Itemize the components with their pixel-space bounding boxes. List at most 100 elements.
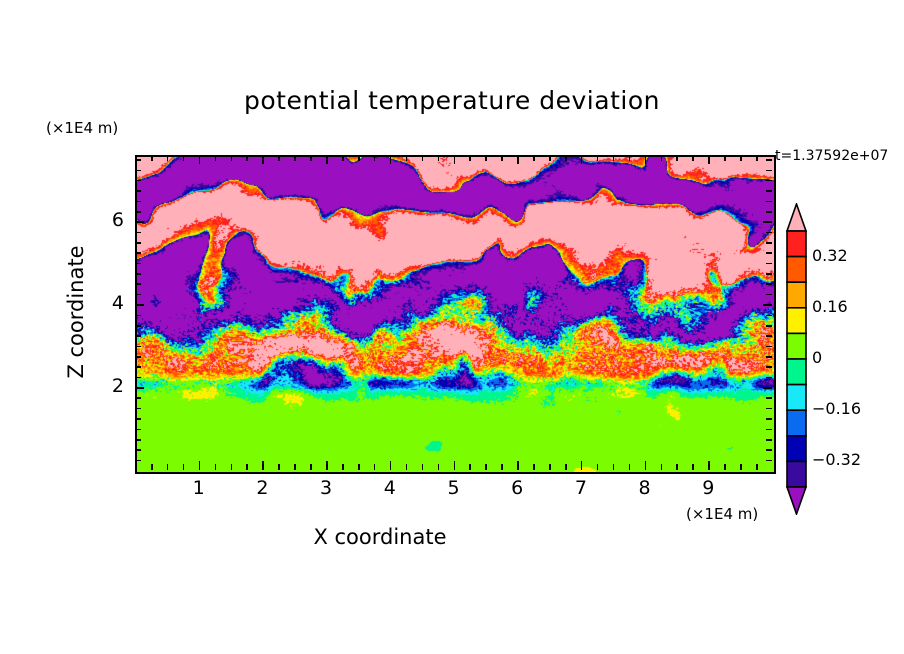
y-tick-right: [766, 428, 772, 431]
y-tick-right: [766, 159, 772, 161]
colorbar-tick-label: −0.32: [812, 450, 862, 470]
colorbar-tick-label: −0.16: [812, 399, 862, 419]
x-tick-top: [262, 155, 264, 164]
x-tick: [214, 464, 217, 470]
x-tick: [262, 461, 264, 470]
y-tick: [135, 293, 141, 296]
y-tick: [135, 387, 144, 389]
y-tick-right: [766, 345, 772, 348]
x-tick-top: [708, 155, 710, 164]
y-tick-right: [766, 242, 772, 244]
colorbar-band: [786, 358, 807, 386]
y-tick-right: [763, 304, 772, 306]
x-tick-top: [501, 155, 503, 161]
x-tick: [580, 461, 583, 470]
x-tick-top: [469, 155, 472, 161]
colorbar-tick-label: 0.32: [812, 245, 848, 265]
colorbar: [786, 203, 807, 515]
temperature-deviation-field: [137, 157, 774, 472]
y-tick-right: [766, 231, 772, 234]
y-axis-tick-label: 6: [111, 209, 124, 232]
y-tick: [135, 449, 141, 451]
colorbar-cap-top: [786, 203, 807, 232]
y-tick: [135, 335, 141, 337]
x-tick: [501, 464, 503, 470]
x-tick: [437, 464, 440, 470]
x-tick-top: [692, 155, 694, 161]
colorbar-tick-label: 0: [812, 348, 823, 367]
colorbar-band: [786, 460, 807, 488]
y-tick-right: [766, 252, 772, 254]
colorbar-band: [786, 435, 807, 463]
x-tick: [389, 461, 392, 470]
x-tick: [453, 461, 456, 470]
y-tick: [135, 231, 141, 234]
x-tick: [230, 464, 233, 470]
y-tick: [135, 179, 141, 182]
x-tick-top: [405, 155, 408, 161]
x-tick: [469, 464, 472, 470]
x-tick-top: [421, 155, 424, 161]
x-axis-tick-label: 3: [320, 477, 333, 499]
y-tick: [135, 159, 141, 161]
y-tick: [135, 459, 141, 462]
x-tick: [357, 464, 360, 470]
x-tick-top: [724, 155, 726, 161]
y-tick-right: [766, 210, 772, 213]
y-tick: [135, 345, 141, 348]
y-tick-right: [766, 407, 772, 410]
x-tick: [676, 464, 679, 470]
x-tick-top: [612, 155, 615, 161]
y-tick: [135, 356, 141, 358]
x-tick-top: [533, 155, 535, 161]
y-tick-right: [766, 190, 772, 192]
y-tick: [135, 314, 141, 317]
x-tick-top: [644, 155, 647, 164]
x-tick-top: [182, 155, 185, 161]
x-tick: [644, 461, 647, 470]
x-tick-top: [357, 155, 360, 161]
y-tick: [135, 304, 144, 306]
colorbar-band: [786, 307, 807, 335]
x-axis-tick-label: 2: [256, 477, 269, 499]
y-tick: [135, 262, 141, 265]
x-tick: [246, 464, 249, 470]
x-axis-tick-label: 5: [447, 477, 460, 499]
x-tick: [310, 464, 312, 470]
y-tick: [135, 242, 141, 244]
x-tick: [596, 464, 599, 470]
y-tick: [135, 210, 141, 213]
y-tick: [135, 418, 141, 420]
y-tick-right: [766, 283, 772, 286]
y-tick: [135, 407, 141, 410]
y-tick: [135, 221, 144, 223]
x-tick: [612, 464, 615, 470]
time-annotation: t=1.37592e+07: [775, 148, 889, 164]
x-tick-top: [517, 155, 519, 164]
x-tick: [182, 464, 185, 470]
colorbar-band: [786, 332, 807, 360]
y-tick-right: [763, 387, 772, 389]
colorbar-tick-label: 0.16: [812, 296, 848, 316]
x-tick-top: [580, 155, 583, 164]
x-tick: [198, 461, 201, 470]
y-tick-right: [766, 449, 772, 451]
y-tick-right: [766, 262, 772, 265]
x-tick-top: [166, 155, 169, 161]
x-axis-tick-label: 1: [192, 477, 205, 499]
x-axis-unit-label: (×1E4 m): [686, 505, 759, 523]
x-tick-top: [150, 155, 153, 161]
y-tick-right: [766, 200, 772, 203]
y-tick: [135, 169, 141, 172]
x-tick: [150, 464, 153, 470]
x-tick-top: [246, 155, 249, 161]
y-axis-tick-label: 2: [111, 375, 124, 398]
y-axis-unit-label: (×1E4 m): [46, 119, 119, 137]
y-tick: [135, 324, 141, 327]
y-tick-right: [766, 438, 772, 441]
y-tick-right: [766, 356, 772, 358]
y-tick-right: [766, 293, 772, 296]
x-tick: [342, 464, 344, 470]
x-tick-top: [342, 155, 344, 161]
y-axis-tick-label: 4: [111, 292, 124, 315]
